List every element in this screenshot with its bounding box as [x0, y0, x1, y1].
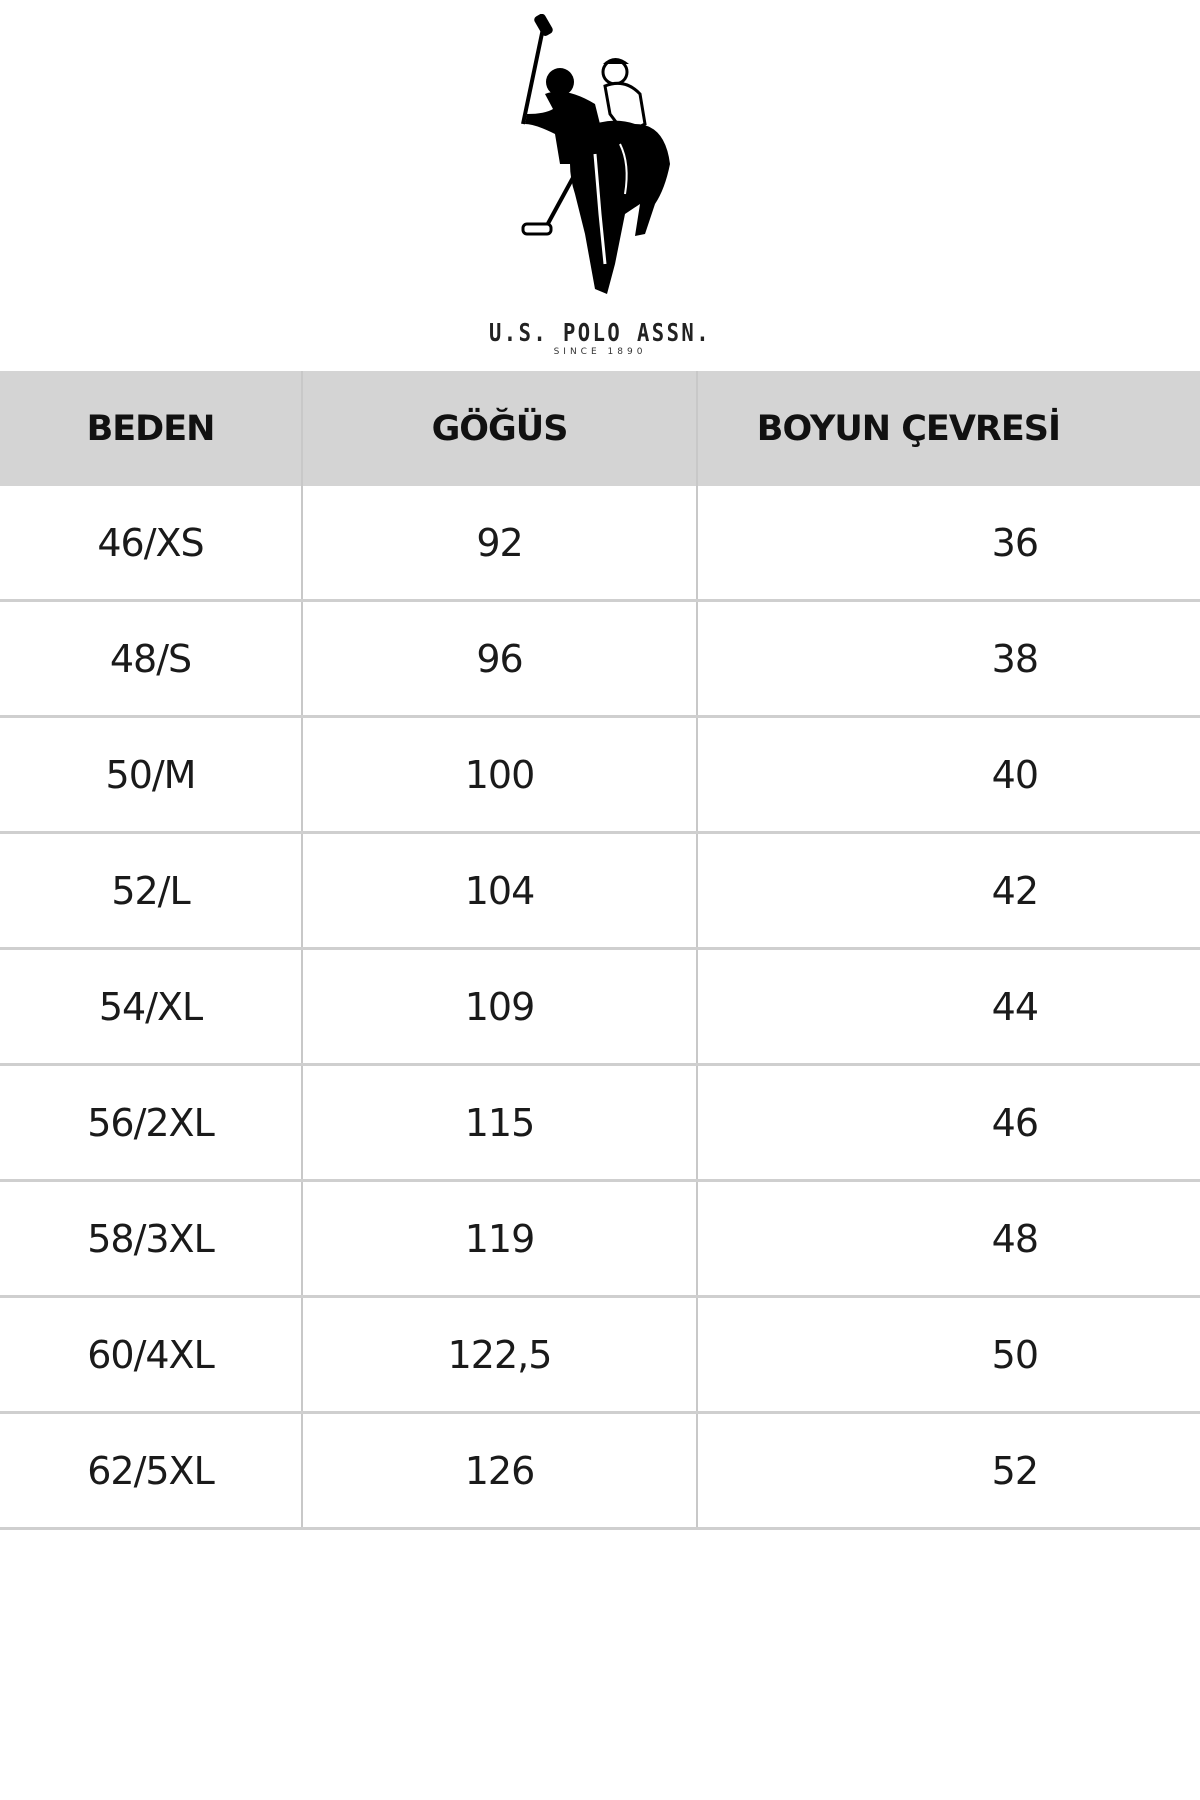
brand-name: U.S. POLO ASSN. [488, 318, 712, 347]
size-chart-table: BEDEN GÖĞÜS BOYUN ÇEVRESİ 46/XS 92 36 48/S 9… [0, 371, 1200, 1530]
cell-gogus: 104 [301, 832, 697, 950]
cell-gogus: 100 [301, 716, 697, 834]
cell-beden: 46/XS [0, 486, 302, 602]
table-row: 50/M 100 40 [0, 716, 1200, 834]
cell-beden: 54/XL [0, 948, 302, 1066]
table-row: 48/S 96 38 [0, 600, 1200, 718]
table-row: 56/2XL 115 46 [0, 1064, 1200, 1182]
cell-boyun-cevresi: 44 [696, 948, 1200, 1066]
table-row: 62/5XL 126 52 [0, 1412, 1200, 1530]
cell-boyun-cevresi: 38 [696, 600, 1200, 718]
table-header-row: BEDEN GÖĞÜS BOYUN ÇEVRESİ [0, 371, 1200, 486]
brand-tagline: SINCE 1890 [553, 347, 647, 357]
cell-beden: 50/M [0, 716, 302, 834]
cell-gogus: 109 [301, 948, 697, 1066]
table-row: 54/XL 109 44 [0, 948, 1200, 1066]
cell-beden: 60/4XL [0, 1296, 302, 1414]
cell-boyun-cevresi: 36 [696, 486, 1200, 602]
header-gogus: GÖĞÜS [301, 371, 697, 486]
cell-gogus: 92 [301, 486, 697, 602]
cell-boyun-cevresi: 46 [696, 1064, 1200, 1182]
cell-boyun-cevresi: 42 [696, 832, 1200, 950]
table-row: 46/XS 92 36 [0, 486, 1200, 602]
cell-beden: 58/3XL [0, 1180, 302, 1298]
table-row: 52/L 104 42 [0, 832, 1200, 950]
cell-gogus: 119 [301, 1180, 697, 1298]
cell-beden: 56/2XL [0, 1064, 302, 1182]
cell-beden: 52/L [0, 832, 302, 950]
header-beden: BEDEN [0, 371, 302, 486]
cell-gogus: 96 [301, 600, 697, 718]
cell-gogus: 122,5 [301, 1296, 697, 1414]
cell-boyun-cevresi: 48 [696, 1180, 1200, 1298]
cell-boyun-cevresi: 40 [696, 716, 1200, 834]
cell-beden: 48/S [0, 600, 302, 718]
cell-beden: 62/5XL [0, 1412, 302, 1530]
polo-players-logo-icon [521, 14, 670, 295]
header-boyun-cevresi: BOYUN ÇEVRESİ [696, 371, 1200, 486]
table-row: 58/3XL 119 48 [0, 1180, 1200, 1298]
cell-gogus: 126 [301, 1412, 697, 1530]
cell-boyun-cevresi: 50 [696, 1296, 1200, 1414]
cell-boyun-cevresi: 52 [696, 1412, 1200, 1530]
cell-gogus: 115 [301, 1064, 697, 1182]
table-row: 60/4XL 122,5 50 [0, 1296, 1200, 1414]
